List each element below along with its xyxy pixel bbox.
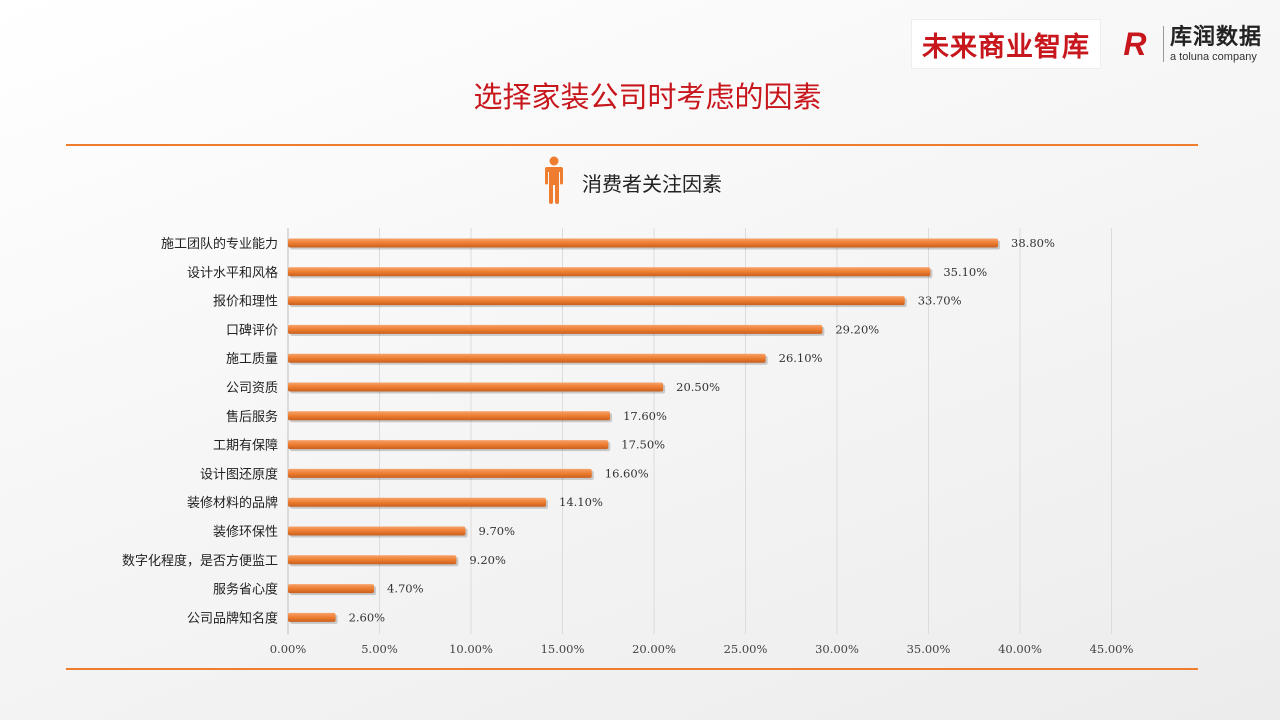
person-icon	[544, 156, 564, 208]
x-tick-label: 35.00%	[907, 642, 951, 656]
category-label: 服务省心度	[213, 582, 278, 598]
bar	[288, 440, 609, 450]
data-label: 29.20%	[835, 322, 879, 336]
bar	[288, 468, 592, 478]
bar	[288, 267, 931, 277]
data-label: 9.70%	[479, 524, 516, 538]
category-label: 售后服务	[226, 409, 278, 425]
bar	[288, 411, 611, 421]
kurun-logo-mark: R	[1123, 25, 1147, 62]
bar	[288, 526, 466, 536]
category-label: 报价和理性	[213, 295, 278, 310]
bar	[288, 296, 905, 306]
page-title: 选择家装公司时考虑的因素	[473, 80, 822, 114]
chart-title: 消费者关注因素	[582, 171, 722, 196]
data-label: 26.10%	[779, 351, 823, 365]
category-label: 工期有保障	[213, 439, 278, 454]
bar	[288, 612, 336, 622]
x-tick-label: 10.00%	[449, 642, 493, 656]
x-tick-label: 30.00%	[815, 642, 859, 656]
x-tick-label: 0.00%	[270, 642, 307, 656]
bar	[288, 555, 457, 565]
kurun-logo-name: 库润数据	[1169, 24, 1262, 50]
data-label: 16.60%	[605, 466, 649, 480]
data-label: 20.50%	[676, 380, 720, 394]
category-label: 公司品牌知名度	[187, 610, 278, 626]
category-label: 公司资质	[226, 381, 278, 396]
data-label: 38.80%	[1011, 236, 1055, 250]
x-tick-label: 15.00%	[541, 642, 585, 656]
data-label: 35.10%	[943, 265, 987, 279]
x-tick-label: 40.00%	[998, 642, 1042, 656]
data-label: 17.50%	[621, 438, 665, 452]
chart-header: 消费者关注因素	[544, 156, 722, 208]
category-label: 装修材料的品牌	[187, 495, 278, 511]
kurun-logo: R 库润数据 a toluna company	[1113, 24, 1262, 64]
bottom-divider	[66, 668, 1198, 670]
x-tick-label: 25.00%	[724, 642, 768, 656]
bar	[288, 324, 823, 334]
data-label: 4.70%	[387, 582, 424, 596]
x-tick-label: 20.00%	[632, 642, 676, 656]
bar	[288, 584, 375, 594]
x-tick-label: 45.00%	[1090, 642, 1134, 656]
category-label: 施工质量	[226, 352, 278, 367]
bar	[288, 497, 547, 507]
data-label: 14.10%	[559, 495, 603, 509]
top-divider	[66, 144, 1198, 146]
bar	[288, 382, 664, 392]
x-tick-label: 5.00%	[361, 642, 398, 656]
category-label: 设计水平和风格	[187, 265, 278, 281]
kurun-logo-text: 库润数据 a toluna company	[1170, 25, 1262, 64]
logo-divider	[1162, 26, 1164, 62]
data-label: 17.60%	[623, 409, 667, 423]
category-label: 装修环保性	[213, 525, 278, 540]
category-label: 数字化程度，是否方便监工	[122, 553, 278, 569]
weilai-logo: 未来商业智库	[910, 19, 1101, 69]
data-label: 33.70%	[918, 294, 962, 308]
data-label: 2.60%	[349, 610, 386, 624]
category-label: 口碑评价	[226, 322, 278, 338]
bar	[288, 353, 766, 363]
category-label: 施工团队的专业能力	[161, 236, 278, 252]
bar	[288, 238, 999, 248]
data-label: 9.20%	[469, 553, 506, 567]
category-label: 设计图还原度	[200, 466, 278, 482]
logo-area: 未来商业智库 R 库润数据 a toluna company	[910, 19, 1262, 69]
kurun-logo-sub: a toluna company	[1169, 50, 1257, 63]
